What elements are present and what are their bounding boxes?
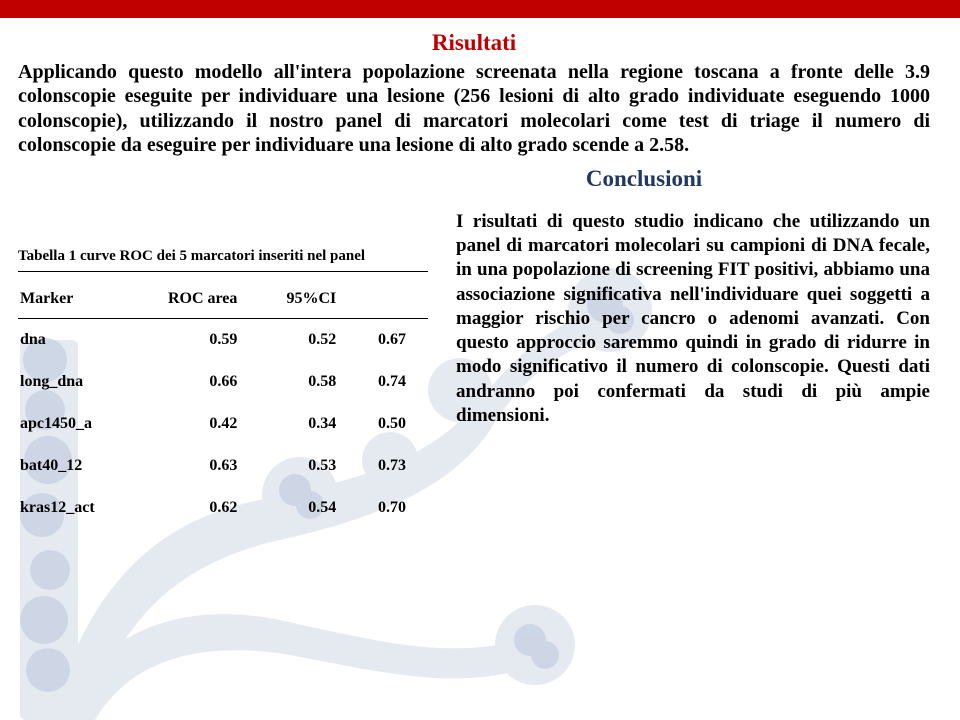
table-row: bat40_120.630.530.73: [18, 445, 428, 487]
cell-marker: bat40_12: [18, 445, 134, 487]
heading-risultati: Risultati: [18, 30, 930, 56]
cell-value: 0.34: [259, 403, 358, 445]
cell-value: 0.66: [134, 361, 259, 403]
conclusion-column: I risultati di questo studio indicano ch…: [456, 210, 930, 429]
cell-value: 0.50: [358, 403, 428, 445]
table-row: kras12_act0.620.540.70: [18, 487, 428, 529]
table-row: dna0.590.520.67: [18, 318, 428, 361]
top-accent-bar: [0, 0, 960, 18]
cell-value: 0.58: [259, 361, 358, 403]
cell-value: 0.59: [134, 318, 259, 361]
cell-value: 0.52: [259, 318, 358, 361]
cell-value: 0.54: [259, 487, 358, 529]
cell-value: 0.42: [134, 403, 259, 445]
col-95ci: 95%CI: [259, 284, 358, 319]
heading-conclusioni: Conclusioni: [18, 166, 930, 192]
col-rocarea: ROC area: [134, 284, 259, 319]
cell-marker: apc1450_a: [18, 403, 134, 445]
conclusion-paragraph: I risultati di questo studio indicano ch…: [456, 210, 930, 429]
cell-value: 0.70: [358, 487, 428, 529]
cell-marker: dna: [18, 318, 134, 361]
cell-marker: kras12_act: [18, 487, 134, 529]
col-marker: Marker: [18, 284, 134, 319]
cell-value: 0.53: [259, 445, 358, 487]
intro-paragraph: Applicando questo modello all'intera pop…: [18, 60, 930, 158]
table-header-row: Marker ROC area 95%CI: [18, 284, 428, 319]
cell-value: 0.73: [358, 445, 428, 487]
table-column: Tabella 1 curve ROC dei 5 marcatori inse…: [18, 210, 428, 529]
cell-marker: long_dna: [18, 361, 134, 403]
table-caption: Tabella 1 curve ROC dei 5 marcatori inse…: [18, 248, 428, 272]
col-95ci-upper: [358, 284, 428, 319]
table-row: apc1450_a0.420.340.50: [18, 403, 428, 445]
slide-content: Risultati Applicando questo modello all'…: [18, 30, 930, 529]
cell-value: 0.74: [358, 361, 428, 403]
cell-value: 0.62: [134, 487, 259, 529]
roc-table: Marker ROC area 95%CI dna0.590.520.67lon…: [18, 284, 428, 529]
table-row: long_dna0.660.580.74: [18, 361, 428, 403]
cell-value: 0.67: [358, 318, 428, 361]
cell-value: 0.63: [134, 445, 259, 487]
